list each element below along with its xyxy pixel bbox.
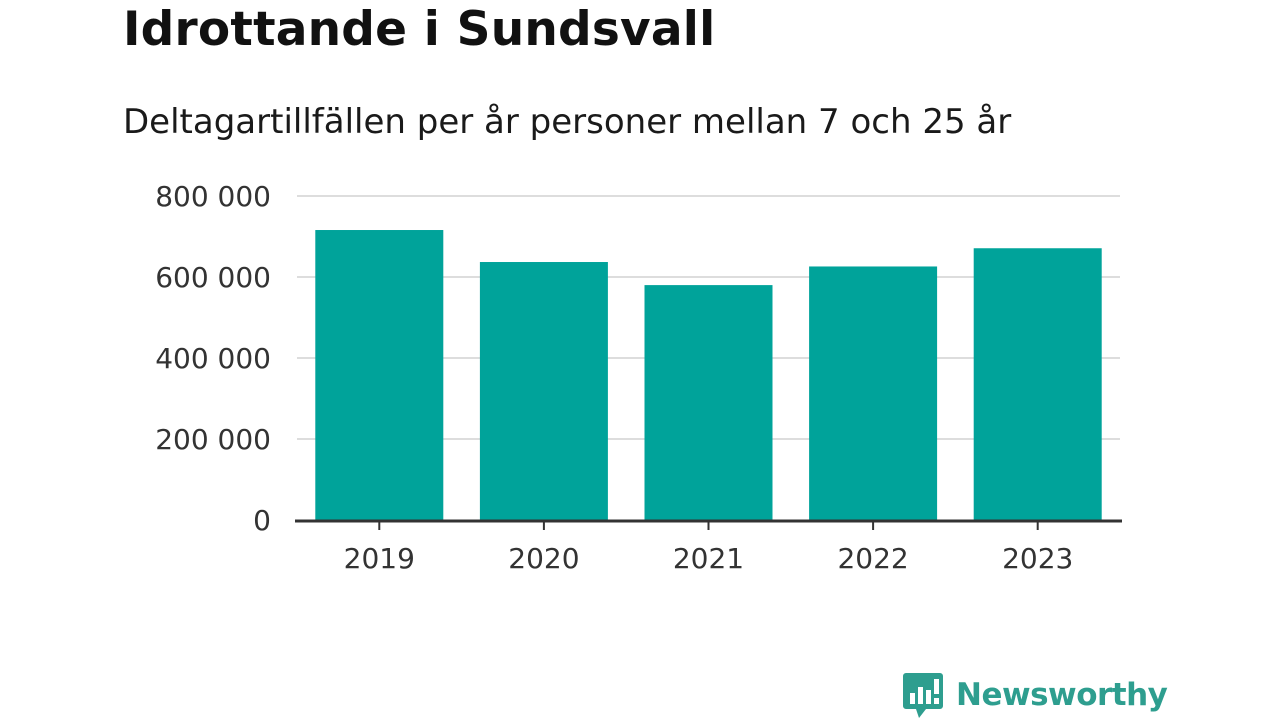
bar-2019 xyxy=(315,230,444,520)
x-tick-label: 2022 xyxy=(837,542,908,575)
x-axis xyxy=(295,519,1122,530)
bar-2023 xyxy=(973,248,1102,520)
newsworthy-logo: Newsworthy xyxy=(902,670,1168,720)
y-tick-label: 600 000 xyxy=(155,261,271,294)
y-tick-label: 400 000 xyxy=(155,342,271,375)
bar-2021 xyxy=(644,285,773,520)
bar-chart-speech-bubble-icon xyxy=(903,673,943,718)
bar-2022 xyxy=(809,266,938,520)
x-tick-label: 2021 xyxy=(673,542,744,575)
chart-subtitle: Deltagartillfällen per år personer mella… xyxy=(123,102,1012,142)
x-tick-label: 2020 xyxy=(508,542,579,575)
x-tick-label: 2019 xyxy=(344,542,415,575)
bar-2020 xyxy=(479,262,608,520)
y-tick-label: 800 000 xyxy=(155,180,271,213)
tick-labels: 0 200 000 400 000 600 000 800 000 2019 2020 202… xyxy=(155,180,1073,575)
x-tick-label: 2023 xyxy=(1002,542,1073,575)
bars xyxy=(315,230,1102,520)
brand-name: Newsworthy xyxy=(956,677,1168,713)
chart-title: Idrottande i Sundsvall xyxy=(123,2,716,57)
y-tick-label: 200 000 xyxy=(155,423,271,456)
y-tick-label: 0 xyxy=(253,504,271,537)
